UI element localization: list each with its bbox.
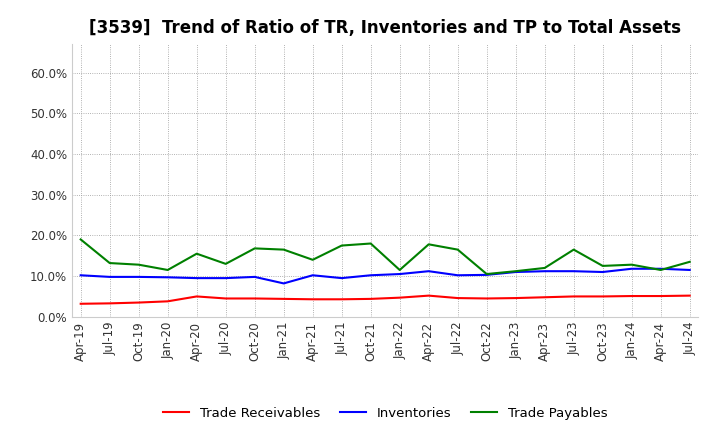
Trade Receivables bbox=[192, 294, 201, 299]
Inventories bbox=[570, 268, 578, 274]
Inventories bbox=[221, 275, 230, 281]
Inventories bbox=[541, 268, 549, 274]
Trade Payables bbox=[511, 268, 520, 274]
Trade Payables bbox=[192, 251, 201, 257]
Inventories bbox=[338, 275, 346, 281]
Trade Payables bbox=[685, 259, 694, 264]
Trade Payables bbox=[105, 260, 114, 266]
Line: Trade Receivables: Trade Receivables bbox=[81, 296, 690, 304]
Trade Receivables bbox=[511, 295, 520, 301]
Trade Receivables bbox=[541, 295, 549, 300]
Inventories bbox=[511, 269, 520, 275]
Inventories bbox=[657, 266, 665, 271]
Trade Receivables bbox=[657, 293, 665, 299]
Trade Payables bbox=[366, 241, 375, 246]
Title: [3539]  Trend of Ratio of TR, Inventories and TP to Total Assets: [3539] Trend of Ratio of TR, Inventories… bbox=[89, 19, 681, 37]
Inventories bbox=[685, 268, 694, 273]
Trade Payables bbox=[308, 257, 317, 262]
Trade Receivables bbox=[279, 296, 288, 301]
Trade Payables bbox=[163, 268, 172, 273]
Trade Payables bbox=[424, 242, 433, 247]
Trade Payables bbox=[541, 265, 549, 271]
Inventories bbox=[424, 268, 433, 274]
Trade Receivables bbox=[163, 299, 172, 304]
Trade Payables bbox=[598, 263, 607, 268]
Trade Receivables bbox=[454, 295, 462, 301]
Trade Payables bbox=[454, 247, 462, 252]
Trade Payables bbox=[221, 261, 230, 267]
Trade Receivables bbox=[570, 294, 578, 299]
Inventories bbox=[135, 274, 143, 279]
Inventories bbox=[598, 269, 607, 275]
Inventories bbox=[482, 272, 491, 278]
Trade Receivables bbox=[338, 297, 346, 302]
Trade Payables bbox=[570, 247, 578, 252]
Trade Payables bbox=[279, 247, 288, 252]
Inventories bbox=[366, 273, 375, 278]
Inventories bbox=[627, 266, 636, 271]
Trade Payables bbox=[482, 271, 491, 277]
Trade Receivables bbox=[308, 297, 317, 302]
Trade Receivables bbox=[251, 296, 259, 301]
Trade Receivables bbox=[598, 294, 607, 299]
Trade Payables bbox=[251, 246, 259, 251]
Line: Inventories: Inventories bbox=[81, 269, 690, 283]
Inventories bbox=[105, 274, 114, 279]
Trade Payables bbox=[657, 268, 665, 273]
Trade Payables bbox=[627, 262, 636, 268]
Inventories bbox=[395, 271, 404, 277]
Inventories bbox=[76, 273, 85, 278]
Trade Receivables bbox=[685, 293, 694, 298]
Inventories bbox=[163, 275, 172, 280]
Line: Trade Payables: Trade Payables bbox=[81, 239, 690, 274]
Trade Receivables bbox=[627, 293, 636, 299]
Trade Payables bbox=[338, 243, 346, 248]
Inventories bbox=[454, 273, 462, 278]
Trade Payables bbox=[76, 237, 85, 242]
Inventories bbox=[192, 275, 201, 281]
Trade Receivables bbox=[424, 293, 433, 298]
Trade Receivables bbox=[105, 301, 114, 306]
Trade Receivables bbox=[221, 296, 230, 301]
Trade Receivables bbox=[76, 301, 85, 306]
Trade Receivables bbox=[482, 296, 491, 301]
Trade Payables bbox=[135, 262, 143, 268]
Inventories bbox=[251, 274, 259, 279]
Legend: Trade Receivables, Inventories, Trade Payables: Trade Receivables, Inventories, Trade Pa… bbox=[158, 401, 613, 425]
Inventories bbox=[279, 281, 288, 286]
Trade Payables bbox=[395, 268, 404, 273]
Trade Receivables bbox=[135, 300, 143, 305]
Inventories bbox=[308, 273, 317, 278]
Trade Receivables bbox=[366, 296, 375, 301]
Trade Receivables bbox=[395, 295, 404, 301]
